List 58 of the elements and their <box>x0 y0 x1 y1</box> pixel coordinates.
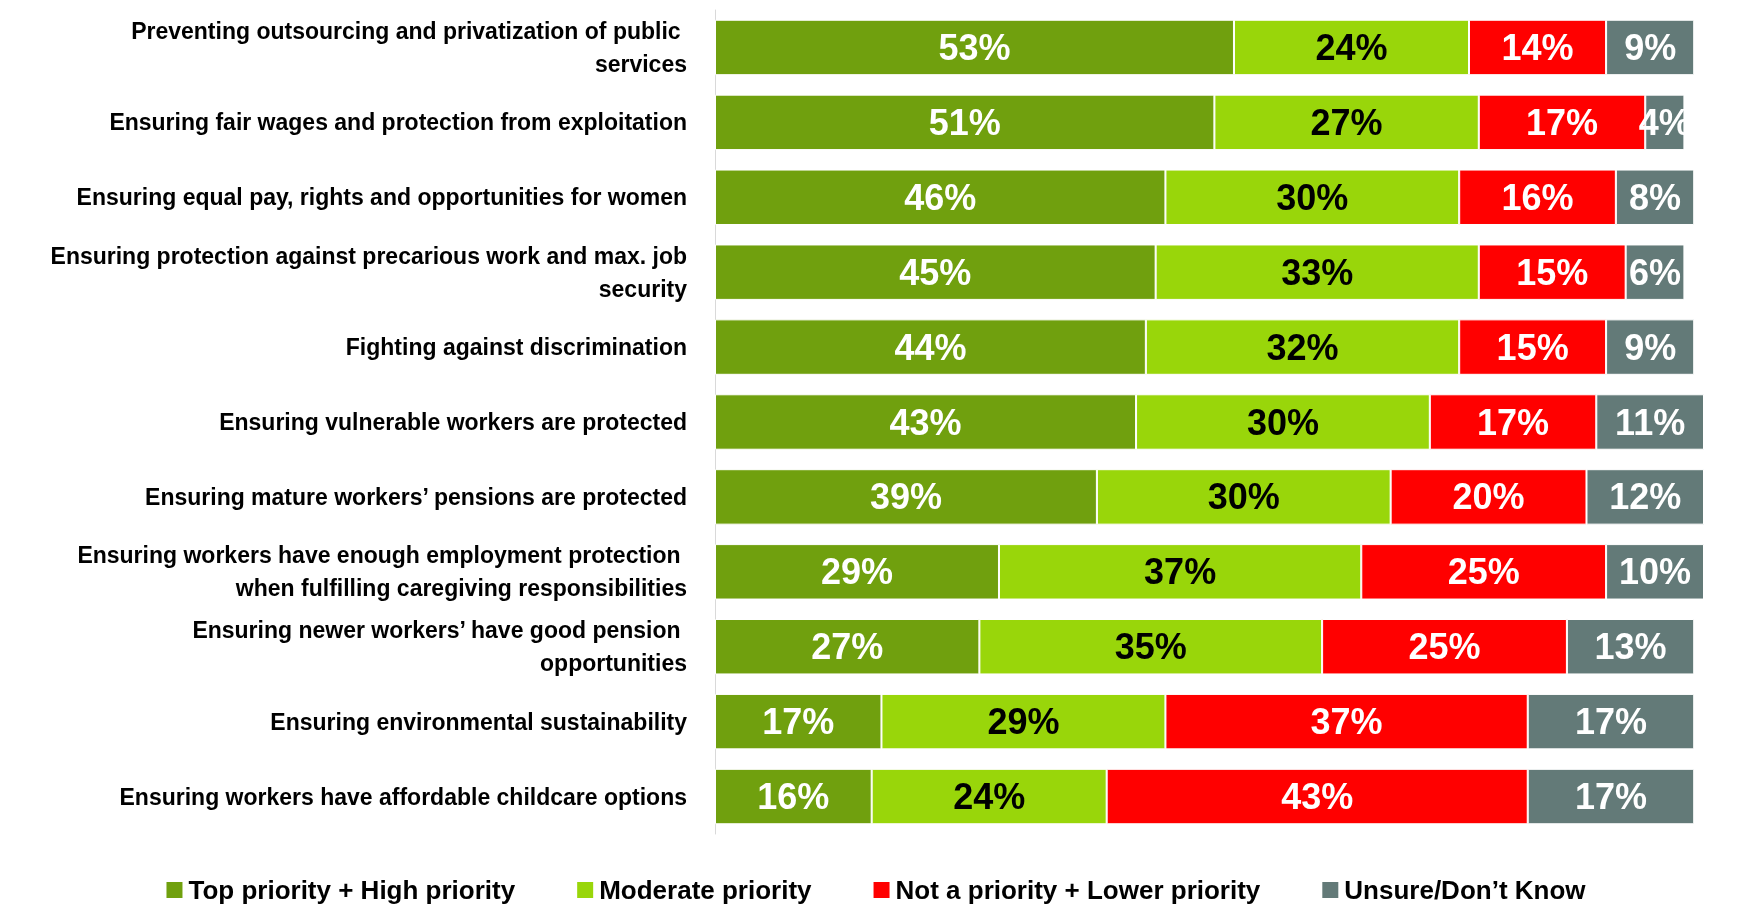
data-label: 25% <box>1408 626 1481 668</box>
data-label: 51% <box>928 101 1001 143</box>
legend-label: Top priority + High priority <box>188 875 516 905</box>
data-label: 46% <box>904 176 977 218</box>
y-tick-label: Ensuring workers have affordable childcare options <box>119 783 687 810</box>
data-label: 39% <box>869 476 942 518</box>
data-label: 44% <box>894 326 967 368</box>
data-label: 8% <box>1629 176 1682 218</box>
data-label: 24% <box>953 776 1026 818</box>
y-tick-label: Ensuring mature workers’ pensions are protected <box>145 483 687 510</box>
data-label: 30% <box>1246 401 1319 443</box>
data-label: 27% <box>811 626 884 668</box>
data-label: 9% <box>1624 26 1677 68</box>
data-label: 17% <box>1574 701 1648 743</box>
data-label: 24% <box>1315 26 1388 68</box>
data-label: 16% <box>1501 176 1574 218</box>
y-tick-label: Ensuring equal pay, rights and opportunities for women <box>76 184 687 211</box>
data-label: 53% <box>938 26 1011 68</box>
data-label: 29% <box>820 551 894 593</box>
legend-label: Unsure/Don’t Know <box>1344 875 1587 905</box>
data-label: 15% <box>1516 251 1589 293</box>
data-label: 11% <box>1615 401 1686 443</box>
data-label: 17% <box>1525 101 1599 143</box>
legend-label: Not a priority + Lower priority <box>895 875 1261 905</box>
y-tick-label: Preventing outsourcing and privatization of public services <box>131 17 687 77</box>
y-tick-label: Ensuring workers have enough employment protection when fulfilling caregiving responsibilities <box>77 542 687 602</box>
data-label: 33% <box>1281 251 1354 293</box>
data-label: 25% <box>1447 551 1520 593</box>
data-label: 30% <box>1276 176 1349 218</box>
data-label: 37% <box>1144 551 1217 593</box>
data-label: 45% <box>899 251 972 293</box>
data-label: 17% <box>1477 401 1550 443</box>
y-tick-label: Ensuring newer workers’ have good pension opportunities <box>192 617 687 677</box>
data-label: 10% <box>1619 551 1692 593</box>
data-label: 9% <box>1624 326 1677 368</box>
data-label: 16% <box>757 776 830 818</box>
data-label: 37% <box>1310 701 1383 743</box>
data-label: 43% <box>1281 776 1354 818</box>
data-label: 32% <box>1266 326 1339 368</box>
data-label: 43% <box>889 401 962 443</box>
y-tick-label: Ensuring protection against precarious work and max. job security <box>50 242 688 302</box>
y-tick-label: Fighting against discrimination <box>345 334 687 361</box>
data-label: 13% <box>1594 626 1667 668</box>
data-label: 12% <box>1609 476 1682 518</box>
y-tick-label: Ensuring vulnerable workers are protected <box>219 409 687 435</box>
data-label: 17% <box>762 701 835 743</box>
data-label: 6% <box>1629 251 1682 293</box>
data-label: 35% <box>1114 626 1187 668</box>
data-label: 27% <box>1310 101 1383 143</box>
y-tick-label: Ensuring fair wages and protection from exploitation <box>109 109 687 136</box>
data-label: 20% <box>1452 476 1525 518</box>
legend-label: Moderate priority <box>599 875 813 905</box>
data-label: 14% <box>1501 26 1574 68</box>
data-label: 15% <box>1496 326 1569 368</box>
y-tick-label: Ensuring environmental sustainability <box>270 708 688 735</box>
data-label: 30% <box>1207 476 1280 518</box>
data-label: 29% <box>987 701 1060 743</box>
data-label: 17% <box>1574 776 1648 818</box>
